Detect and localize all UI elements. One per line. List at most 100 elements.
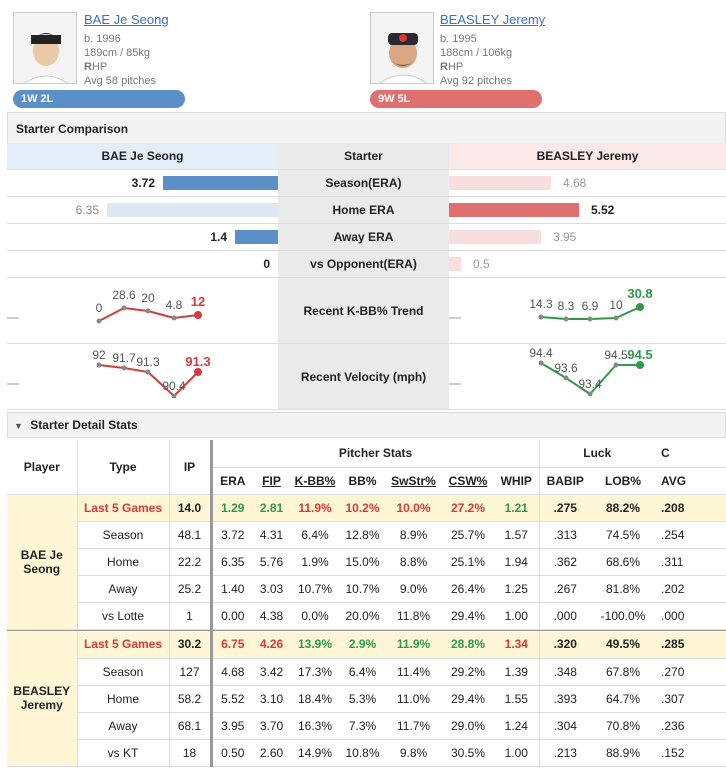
stat-cell: 0.0% xyxy=(290,602,340,630)
stat-cell: 1.24 xyxy=(494,712,539,740)
stat-cell: 4.68 xyxy=(209,658,253,686)
stat-cell: 10.2% xyxy=(340,494,385,522)
th-fip[interactable]: FIP xyxy=(253,467,290,495)
ip-cell: 25.2 xyxy=(168,575,211,603)
stat-cell: 4.38 xyxy=(253,602,290,630)
stat-cell: 4.31 xyxy=(253,521,290,549)
stat-cell: 10.8% xyxy=(340,739,385,767)
comparison-col-right: BEASLEY Jeremy xyxy=(449,143,726,169)
left-value: 6.35 xyxy=(75,203,99,217)
trend-line xyxy=(540,362,617,396)
trend-label: 94.5 xyxy=(604,348,628,362)
type-cell: Season xyxy=(76,521,169,549)
stat-cell: .202 xyxy=(655,575,726,603)
stat-cell: .208 xyxy=(655,494,726,522)
left-value: 3.72 xyxy=(131,176,155,190)
right-value: 5.52 xyxy=(591,203,615,217)
kbb-left-sparkline: 0 28.6 20 4.8 12 xyxy=(7,288,205,324)
ip-cell: 14.0 xyxy=(168,494,211,522)
left-bar xyxy=(235,230,278,244)
ip-cell: 68.1 xyxy=(168,712,211,740)
trend-label: 0 xyxy=(96,301,103,315)
stat-cell: 1.00 xyxy=(494,602,539,630)
th-babip[interactable]: BABIP xyxy=(538,467,591,495)
left-record-badge: 1W 2L xyxy=(13,90,185,108)
trend-label: 92 xyxy=(92,348,106,362)
table-row: vs KT 18 0.50 2.60 14.9% 10.8% 9.8% 30.5% 1.00.2… xyxy=(7,739,726,767)
trend-label: 94.5 xyxy=(627,347,652,362)
th-whip[interactable]: WHIP xyxy=(494,467,539,495)
velo-right-sparkline: 94.493.693.4 94.5 94.5 xyxy=(449,346,653,397)
stat-cell: 0.00 xyxy=(209,602,253,630)
stat-cell: 3.95 xyxy=(209,712,253,740)
right-bar xyxy=(449,176,551,190)
stat-cell: -100.0% xyxy=(591,602,656,630)
stat-cell: 27.2% xyxy=(442,494,494,522)
stat-cell: .270 xyxy=(655,658,726,686)
ip-cell: 127 xyxy=(168,658,211,686)
comparison-col-mid: Starter xyxy=(278,143,449,169)
right-player-body: 188cm / 106kg xyxy=(440,47,513,59)
right-bar xyxy=(449,257,461,271)
stat-cell: 28.8% xyxy=(442,631,494,659)
left-hand-rest: HP xyxy=(91,61,108,73)
collapse-triangle-icon[interactable]: ▼ xyxy=(14,421,23,431)
left-bar xyxy=(107,203,278,217)
th-pitcher-stats: Pitcher Stats xyxy=(209,440,539,468)
type-cell: Away xyxy=(76,575,169,603)
trend-point xyxy=(121,305,127,311)
left-player-name[interactable]: BAE Je Seong xyxy=(84,12,169,27)
table-row: Home 58.2 5.52 3.10 18.4% 5.3% 11.0% 29.4% 1.55.… xyxy=(7,685,726,713)
stat-cell: 18.4% xyxy=(290,685,340,713)
stat-cell: 0.50 xyxy=(209,739,253,767)
trend-point xyxy=(636,303,644,311)
stat-cell: 81.8% xyxy=(591,575,656,603)
th-lob[interactable]: LOB% xyxy=(591,467,656,495)
th-swstr[interactable]: SwStr% xyxy=(385,467,442,495)
stat-cell: 1.25 xyxy=(494,575,539,603)
type-cell: Last 5 Games xyxy=(76,631,169,659)
velo-left-sparkline: 92 91.7 91.390.491.3 xyxy=(7,348,211,399)
trend-point xyxy=(194,368,202,376)
left-value: 0 xyxy=(263,257,270,271)
left-player-body: 189cm / 85kg xyxy=(84,47,151,59)
trend-label: 91.3 xyxy=(185,354,210,369)
th-ip: IP xyxy=(168,440,211,495)
right-value: 3.95 xyxy=(553,230,577,244)
right-player-name[interactable]: BEASLEY Jeremy xyxy=(440,12,546,27)
comparison-label: vs Opponent(ERA) xyxy=(278,251,449,277)
stat-cell: 29.0% xyxy=(442,712,494,740)
trend-label: 12 xyxy=(191,294,205,309)
right-record-badge: 9W 5L xyxy=(370,90,542,108)
stat-cell: 74.5% xyxy=(591,521,656,549)
stat-cell: 6.4% xyxy=(290,521,340,549)
stat-cell: 2.60 xyxy=(253,739,290,767)
stat-cell: .311 xyxy=(655,548,726,576)
th-bb[interactable]: BB% xyxy=(340,467,385,495)
stat-cell: 88.2% xyxy=(591,494,656,522)
th-kbb[interactable]: K-BB% xyxy=(290,467,340,495)
detail-stats-title-bar[interactable]: ▼ Starter Detail Stats xyxy=(7,412,726,438)
stat-cell: 8.8% xyxy=(385,548,442,576)
th-player: Player xyxy=(7,440,77,495)
ip-cell: 18 xyxy=(168,739,211,767)
stat-cell: .320 xyxy=(538,631,591,659)
th-era[interactable]: ERA xyxy=(209,467,253,495)
stat-cell: 67.8% xyxy=(591,658,656,686)
stat-cell: .304 xyxy=(538,712,591,740)
th-csw[interactable]: CSW% xyxy=(442,467,494,495)
stat-cell: 3.42 xyxy=(253,658,290,686)
stat-cell: 1.55 xyxy=(494,685,539,713)
trend-label: 91.7 xyxy=(112,351,136,365)
right-player-avg: Avg 92 pitches xyxy=(440,75,512,87)
th-type: Type xyxy=(76,440,169,495)
group-separator xyxy=(7,629,726,631)
type-cell: vs Lotte xyxy=(76,602,169,630)
trend-point xyxy=(636,361,644,369)
trend-point xyxy=(194,311,202,319)
type-cell: Season xyxy=(76,658,169,686)
right-hand-rest: HP xyxy=(447,61,464,73)
stat-cell: 10.7% xyxy=(340,575,385,603)
th-avg[interactable]: AVG xyxy=(655,467,726,495)
ip-cell: 48.1 xyxy=(168,521,211,549)
